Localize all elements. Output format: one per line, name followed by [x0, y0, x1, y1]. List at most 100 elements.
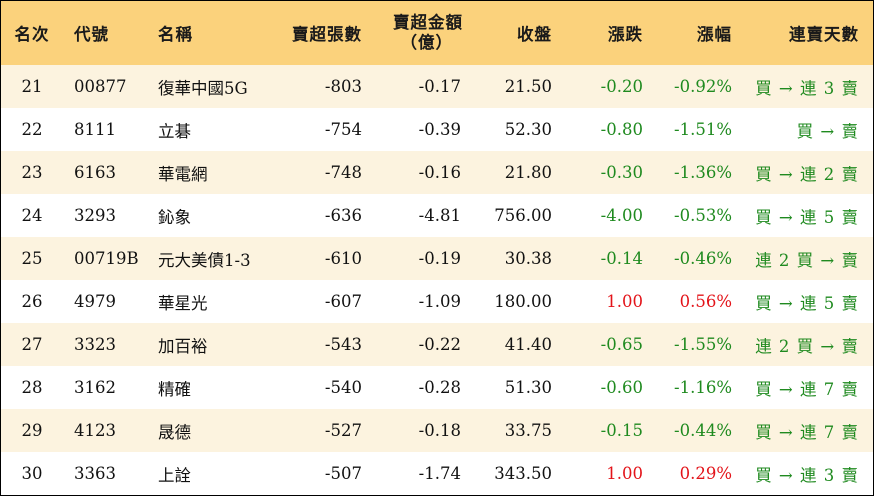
cell-rank: 21 [21, 77, 43, 96]
cell-net-sell-amount: -0.22 [418, 335, 461, 354]
header-net-sell-amount-line2: （億） [400, 33, 453, 52]
cell-code: 3162 [74, 378, 116, 397]
cell-change: -0.14 [600, 249, 643, 268]
cell-change-pct: -1.16% [674, 378, 732, 397]
cell-rank: 29 [21, 421, 43, 440]
cell-net-sell-lots: -507 [324, 464, 362, 483]
cell-net-sell-amount: -1.74 [418, 464, 461, 483]
cell-change-pct: -1.36% [674, 163, 732, 182]
cell-rank: 26 [21, 292, 43, 311]
cell-change-pct: -1.55% [674, 335, 732, 354]
cell-rank: 27 [21, 335, 43, 354]
cell-consecutive-days: 買 → 連 5 賣 [755, 293, 859, 313]
cell-net-sell-amount: -4.81 [418, 206, 461, 225]
cell-consecutive-days: 買 → 連 7 賣 [755, 422, 859, 442]
cell-rank: 23 [21, 163, 43, 182]
cell-name: 精確 [158, 379, 191, 399]
cell-change-pct: 0.29% [679, 464, 732, 483]
cell-name: 立碁 [158, 121, 191, 141]
cell-consecutive-days: 買 → 連 2 賣 [755, 164, 859, 184]
cell-net-sell-lots: -636 [324, 206, 362, 225]
cell-code: 3293 [74, 206, 116, 225]
cell-close: 30.38 [504, 249, 552, 268]
table-row: 22 8111 立碁 -754 -0.39 52.30 -0.80 -1.51% 買 → 賣 [1, 108, 873, 151]
cell-change: 1.00 [606, 292, 643, 311]
cell-consecutive-days: 買 → 連 3 賣 [755, 78, 859, 98]
header-change: 漲跌 [608, 25, 643, 44]
cell-close: 51.30 [504, 378, 552, 397]
table-row: 28 3162 精確 -540 -0.28 51.30 -0.60 -1.16% 買 → 連 7… [1, 366, 873, 409]
cell-change: -0.60 [600, 378, 643, 397]
cell-code: 3323 [74, 335, 116, 354]
cell-net-sell-amount: -0.17 [418, 77, 461, 96]
cell-net-sell-lots: -748 [324, 163, 362, 182]
cell-rank: 22 [21, 120, 43, 139]
cell-code: 6163 [74, 163, 116, 182]
cell-consecutive-days: 買 → 連 3 賣 [755, 465, 859, 485]
cell-rank: 28 [21, 378, 43, 397]
cell-name: 復華中國5G [158, 78, 248, 98]
cell-net-sell-lots: -610 [324, 249, 362, 268]
cell-close: 33.75 [504, 421, 552, 440]
cell-code: 4123 [74, 421, 116, 440]
cell-code: 00877 [74, 77, 127, 96]
cell-net-sell-lots: -607 [324, 292, 362, 311]
cell-code: 8111 [74, 120, 116, 139]
cell-net-sell-amount: -0.16 [418, 163, 461, 182]
cell-net-sell-amount: -0.39 [418, 120, 461, 139]
cell-name: 加百裕 [158, 336, 208, 356]
cell-code: 00719B [74, 249, 139, 268]
cell-change: -4.00 [600, 206, 643, 225]
table-row: 26 4979 華星光 -607 -1.09 180.00 1.00 0.56% 買 → 連 5… [1, 280, 873, 323]
cell-change-pct: 0.56% [679, 292, 732, 311]
header-net-sell-amount: 賣超金額 （億） [372, 1, 471, 65]
cell-rank: 30 [21, 464, 43, 483]
cell-change: 1.00 [606, 464, 643, 483]
cell-net-sell-amount: -0.19 [418, 249, 461, 268]
table-body: 21 00877 復華中國5G -803 -0.17 21.50 -0.20 -0.92% 買 … [1, 65, 873, 495]
cell-consecutive-days: 連 2 買 → 賣 [755, 336, 859, 356]
cell-code: 3363 [74, 464, 116, 483]
cell-consecutive-days: 買 → 連 7 賣 [755, 379, 859, 399]
cell-rank: 25 [21, 249, 43, 268]
cell-change-pct: -1.51% [674, 120, 732, 139]
cell-change: -0.15 [600, 421, 643, 440]
cell-net-sell-amount: -1.09 [418, 292, 461, 311]
cell-code: 4979 [74, 292, 116, 311]
cell-close: 21.80 [504, 163, 552, 182]
cell-close: 756.00 [494, 206, 552, 225]
cell-net-sell-lots: -754 [324, 120, 362, 139]
cell-change: -0.65 [600, 335, 643, 354]
cell-close: 41.40 [504, 335, 552, 354]
table-row: 23 6163 華電網 -748 -0.16 21.80 -0.30 -1.36% 買 → 連 … [1, 151, 873, 194]
header-code: 代號 [74, 25, 109, 44]
cell-name: 元大美債1-3 [158, 250, 251, 270]
cell-net-sell-lots: -527 [324, 421, 362, 440]
cell-net-sell-amount: -0.28 [418, 378, 461, 397]
cell-close: 343.50 [494, 464, 552, 483]
table-row: 24 3293 鈊象 -636 -4.81 756.00 -4.00 -0.53% 買 → 連 … [1, 194, 873, 237]
cell-close: 180.00 [494, 292, 552, 311]
cell-name: 華星光 [158, 293, 208, 313]
table-row: 29 4123 晟德 -527 -0.18 33.75 -0.15 -0.44% 買 → 連 7… [1, 409, 873, 452]
table-header: 名次 代號 名稱 賣超張數 賣超金額 （億） 收盤 漲跌 漲幅 連賣天數 [1, 1, 873, 65]
cell-name: 鈊象 [158, 207, 191, 227]
cell-rank: 24 [21, 206, 43, 225]
header-consecutive-days: 連賣天數 [789, 25, 859, 44]
cell-net-sell-amount: -0.18 [418, 421, 461, 440]
cell-change: -0.20 [600, 77, 643, 96]
cell-change-pct: -0.53% [674, 206, 732, 225]
header-net-sell-amount-line1: 賣超金額 [393, 13, 463, 32]
cell-net-sell-lots: -543 [324, 335, 362, 354]
cell-change-pct: -0.44% [674, 421, 732, 440]
table-row: 27 3323 加百裕 -543 -0.22 41.40 -0.65 -1.55% 連 2 買 … [1, 323, 873, 366]
cell-change-pct: -0.46% [674, 249, 732, 268]
table-row: 21 00877 復華中國5G -803 -0.17 21.50 -0.20 -0.92% 買 … [1, 65, 873, 108]
cell-name: 華電網 [158, 164, 208, 184]
cell-name: 晟德 [158, 422, 191, 442]
cell-change: -0.80 [600, 120, 643, 139]
table-row: 25 00719B 元大美債1-3 -610 -0.19 30.38 -0.14 -0.46%… [1, 237, 873, 280]
cell-change: -0.30 [600, 163, 643, 182]
cell-consecutive-days: 買 → 連 5 賣 [755, 207, 859, 227]
